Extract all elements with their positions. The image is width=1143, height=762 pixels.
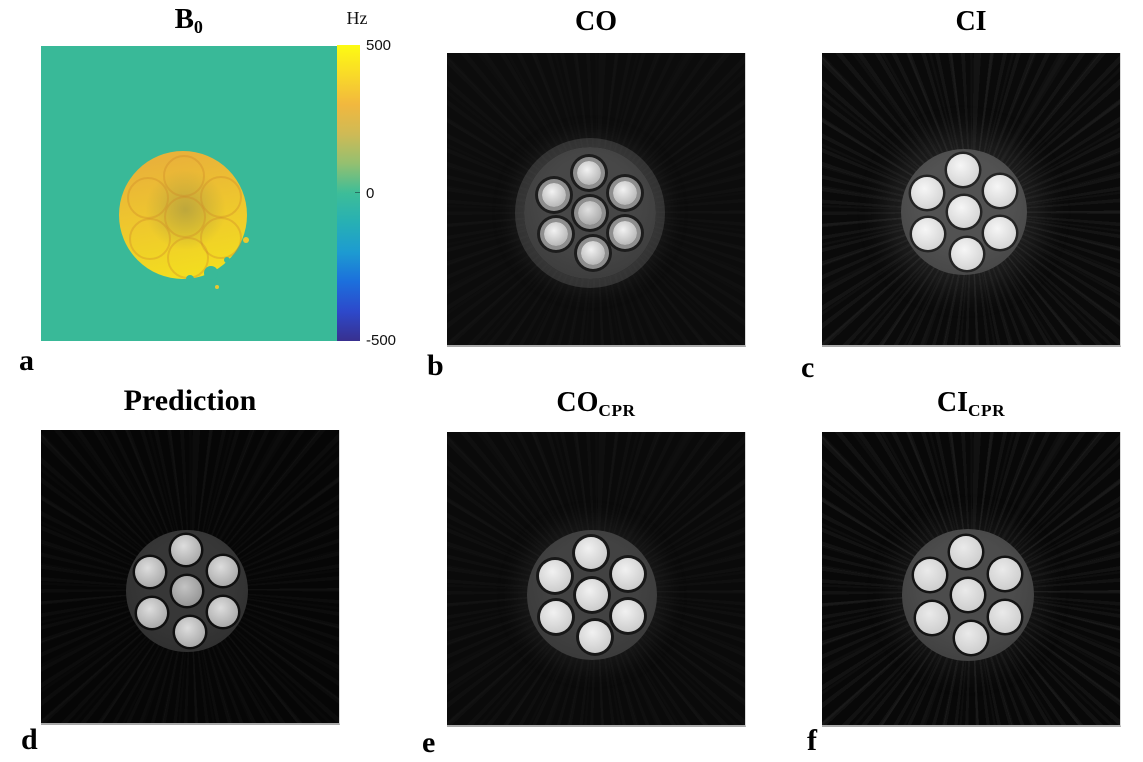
phantom-tube [135,557,166,588]
phantom-tube [954,621,987,654]
phantom-tube [540,601,573,634]
panel-d-image [41,430,340,725]
phantom-tube [946,154,979,187]
phantom-tube [137,597,168,628]
panel-c-image [822,53,1121,347]
phantom-tube [174,616,205,647]
panel-e-image [447,432,746,727]
panel-c-letter: c [801,351,815,384]
panel-f-title-sub: CPR [967,400,1006,420]
b0-tube-outline [199,175,242,218]
colorbar [337,45,360,341]
colorbar-unit-label: Hz [346,8,368,28]
b0-tube-outline [166,236,209,279]
b0-noise-blemish [204,266,218,280]
phantom-tube [578,620,611,653]
phantom-tube [576,161,601,186]
b0-noise-blemish [186,275,194,283]
phantom-tube [574,537,607,570]
phantom-tube [612,558,645,590]
phantom-tube-center [576,579,608,611]
phantom-tube [207,596,238,627]
phantom-tube [912,218,945,251]
phantom-tube-center [172,576,202,606]
phantom-tube [612,181,637,205]
panel-b-letter: b [427,349,444,382]
panel-d-title-main: Prediction [123,384,257,417]
panel-f-image [822,432,1121,727]
phantom-tube [950,237,983,270]
phantom-tube-center [952,579,984,611]
panel-c-title: CI [822,6,1120,40]
b0-tube-outline [129,217,172,260]
panel-c-title-main: CI [955,6,987,37]
phantom-tube [580,240,605,265]
b0-tube-outline [199,216,242,259]
panel-b-title-main: CO [575,6,617,37]
phantom-tube [612,221,637,245]
b0-noise-blemish [158,279,164,285]
panel-f-letter: f [807,724,817,757]
colorbar-tick-max: 500 [366,37,392,54]
b0-noise-blemish [243,237,249,243]
phantom-tube-center [948,196,980,228]
phantom-tube [170,535,201,566]
phantom-tube [612,600,645,632]
colorbar-zero-tick [355,192,360,193]
phantom-tube [915,601,948,634]
panel-d-letter: d [21,723,38,756]
panel-e-title: COCPR [447,387,745,421]
panel-a-title: B0 [41,3,337,38]
panel-a-image [41,46,337,341]
phantom-tube [207,555,238,586]
b0-tube-outline [127,177,170,220]
panel-f-title-main: CI [936,387,968,418]
phantom-tube [984,217,1017,249]
colorbar-tick-zero: 0 [366,185,375,202]
panel-d-title: Prediction [41,384,339,421]
phantom-tube [913,559,946,592]
panel-e-title-main: CO [556,387,599,418]
phantom-tube [910,176,943,209]
phantom-tube [989,557,1022,590]
panel-a-title-main: B [174,3,194,35]
panel-f-title: CICPR [822,387,1120,421]
phantom-tube [950,536,983,569]
panel-a-letter: a [19,344,34,377]
phantom-tube-center [578,201,602,225]
phantom-tube [542,182,567,207]
panel-a-title-sub: 0 [193,17,204,38]
b0-noise-blemish [224,257,230,263]
b0-tube-outline [162,155,205,198]
b0-noise-blemish [215,285,219,289]
colorbar-tick-min: -500 [366,332,397,349]
phantom-tube [989,600,1022,633]
panel-e-letter: e [422,726,436,759]
panel-e-title-sub: CPR [598,400,636,420]
phantom-tube [544,222,569,247]
phantom-tube [984,175,1017,207]
phantom-tube [538,559,571,592]
panel-b-image [447,53,746,347]
panel-b-title: CO [447,6,745,40]
